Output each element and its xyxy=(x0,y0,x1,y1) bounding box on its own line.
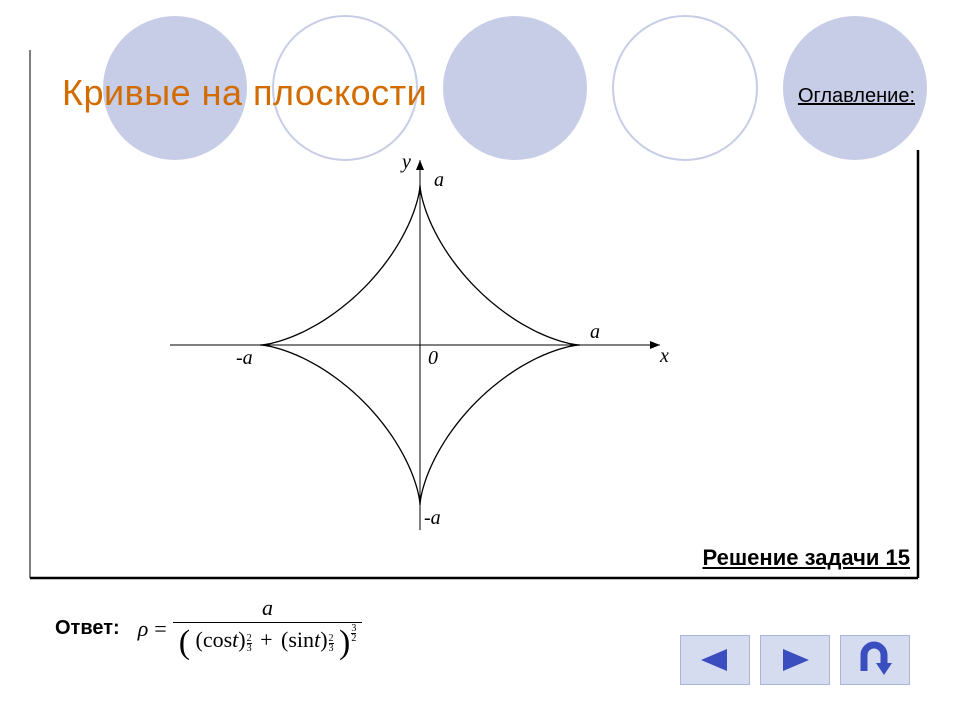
answer-row: Ответ: ρ = a ( (cost)23 + (sint)23 )32 xyxy=(55,595,362,662)
formula-fraction: a ( (cost)23 + (sint)23 )32 xyxy=(173,595,363,662)
next-icon xyxy=(775,645,815,675)
svg-text:-a: -a xyxy=(424,507,441,529)
uturn-icon xyxy=(850,641,900,679)
formula-num: a xyxy=(258,595,277,622)
solution-link[interactable]: Решение задачи 15 xyxy=(702,545,910,571)
formula-lhs: ρ xyxy=(138,616,149,642)
formula-den: ( (cost)23 + (sint)23 )32 xyxy=(173,622,363,662)
answer-label: Ответ: xyxy=(55,617,120,640)
svg-text:0: 0 xyxy=(428,347,438,369)
prev-icon xyxy=(695,645,735,675)
svg-text:a: a xyxy=(590,321,600,343)
toc-link[interactable]: Оглавление: xyxy=(798,85,915,108)
answer-formula: ρ = a ( (cost)23 + (sint)23 )32 xyxy=(138,595,363,662)
prev-button[interactable] xyxy=(680,635,750,685)
svg-text:-a: -a xyxy=(236,347,253,369)
svg-text:x: x xyxy=(659,345,669,367)
svg-text:y: y xyxy=(400,151,411,173)
return-button[interactable] xyxy=(840,635,910,685)
svg-text:a: a xyxy=(434,169,444,191)
nav-buttons xyxy=(680,635,910,685)
page-title: Кривые на плоскости xyxy=(62,72,427,114)
next-button[interactable] xyxy=(760,635,830,685)
astroid-chart: x y 0 a a -a -a xyxy=(170,150,670,540)
formula-eq: = xyxy=(154,616,166,642)
